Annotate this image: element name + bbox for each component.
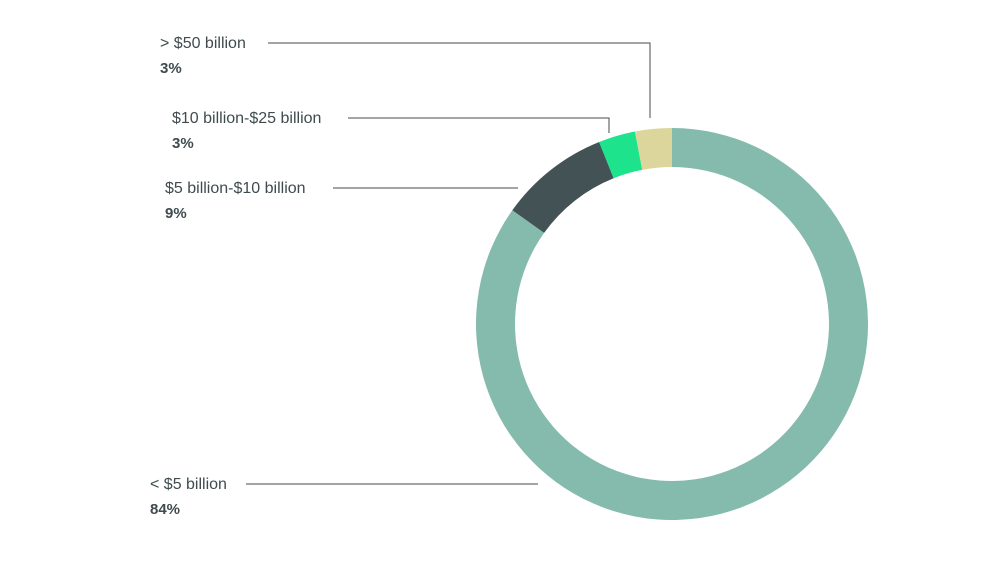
slice-label-under-5b: < $5 billion xyxy=(150,476,227,493)
donut-slice-10b-25b xyxy=(599,131,643,179)
slice-value-over-50b: 3% xyxy=(160,60,182,77)
leader-line-10b-25b xyxy=(348,117,610,133)
donut-slices xyxy=(476,128,869,520)
slice-value-under-5b: 84% xyxy=(150,501,180,518)
slice-value-10b-25b: 3% xyxy=(172,135,194,152)
donut-slice-5b-10b xyxy=(512,142,614,233)
slice-label-over-50b: > $50 billion xyxy=(160,35,246,52)
slice-value-5b-10b: 9% xyxy=(165,205,187,222)
leader-line-over-50b xyxy=(268,42,651,118)
slice-label-10b-25b: $10 billion-$25 billion xyxy=(172,110,321,127)
slice-label-5b-10b: $5 billion-$10 billion xyxy=(165,180,306,197)
donut-slice-over-50b xyxy=(634,128,672,170)
